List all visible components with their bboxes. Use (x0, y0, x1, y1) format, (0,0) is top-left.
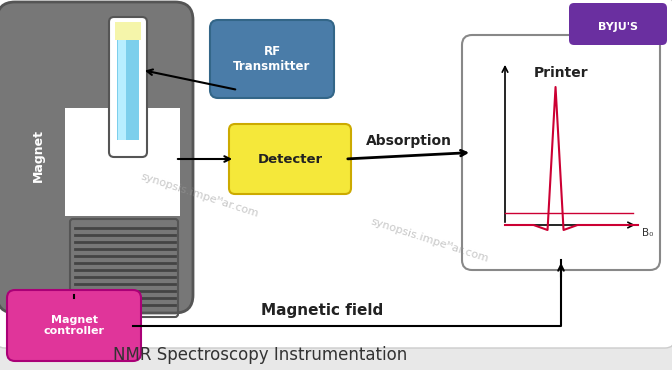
Text: Detecter: Detecter (257, 152, 323, 165)
Text: B₀: B₀ (642, 228, 653, 238)
Text: Magnet: Magnet (32, 128, 44, 182)
FancyBboxPatch shape (115, 22, 141, 40)
FancyBboxPatch shape (0, 2, 193, 313)
Text: synopsis.impeᴹar.com: synopsis.impeᴹar.com (140, 171, 260, 219)
Text: synopsis.impeᴹar.com: synopsis.impeᴹar.com (370, 216, 490, 264)
FancyBboxPatch shape (0, 0, 672, 348)
Text: Printer: Printer (534, 66, 588, 80)
FancyBboxPatch shape (229, 124, 351, 194)
Text: Magnet
controller: Magnet controller (44, 315, 105, 336)
Text: Absorption: Absorption (366, 134, 452, 148)
Text: BYJU'S: BYJU'S (598, 22, 638, 32)
FancyBboxPatch shape (65, 108, 180, 216)
FancyBboxPatch shape (117, 40, 139, 140)
FancyBboxPatch shape (109, 17, 147, 157)
FancyBboxPatch shape (118, 40, 126, 140)
Text: Magnetic field: Magnetic field (261, 303, 384, 318)
Text: RF
Transmitter: RF Transmitter (233, 45, 310, 73)
Text: NMR Spectroscopy Instrumentation: NMR Spectroscopy Instrumentation (113, 346, 407, 364)
FancyBboxPatch shape (569, 3, 667, 45)
FancyBboxPatch shape (462, 35, 660, 270)
FancyBboxPatch shape (7, 290, 141, 361)
FancyBboxPatch shape (210, 20, 334, 98)
